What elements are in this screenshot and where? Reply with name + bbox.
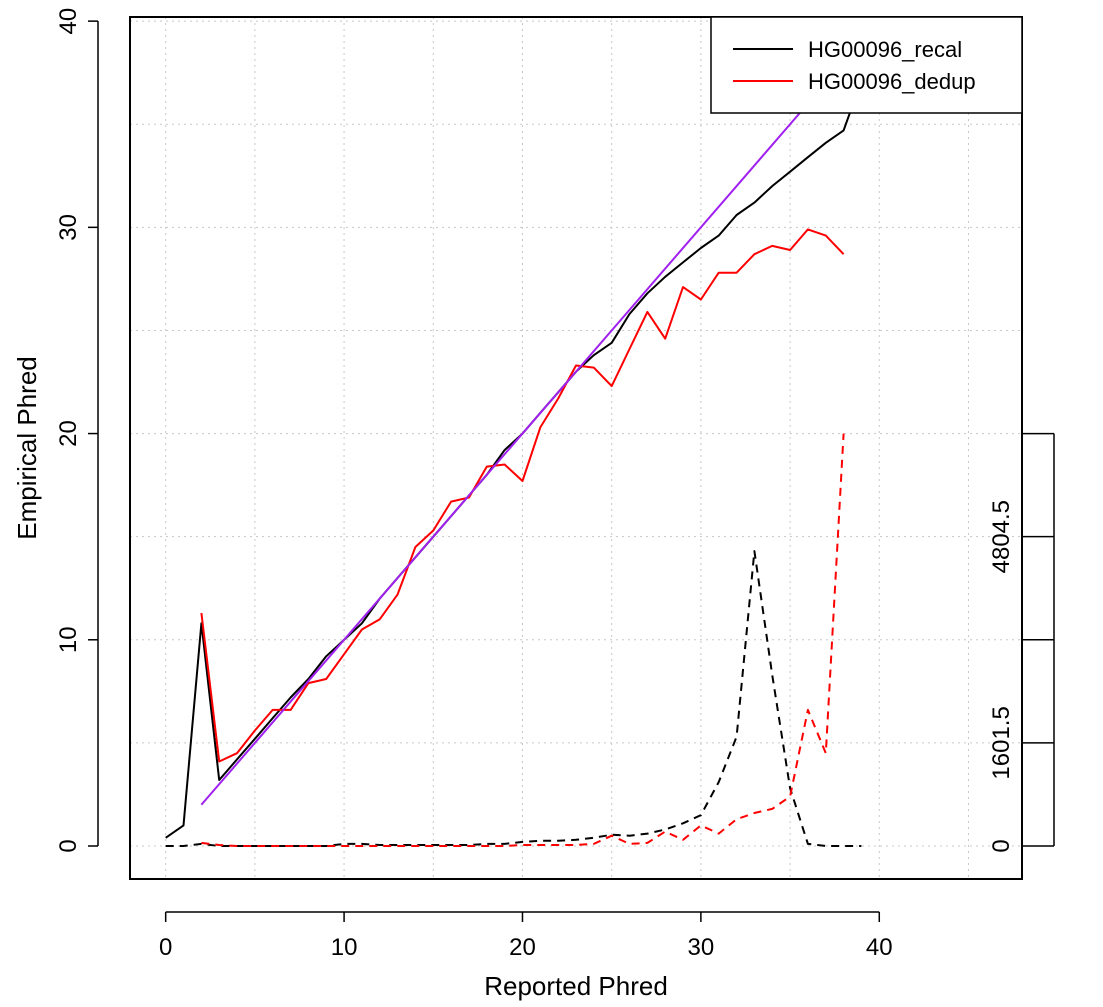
legend: HG00096_recal HG00096_dedup xyxy=(710,16,1023,114)
y-tick-label: 30 xyxy=(55,214,82,241)
dashed-line-2 xyxy=(165,550,862,847)
x-tick-label: 10 xyxy=(331,934,358,961)
axes: 0 10 20 30 40 0 10 20 30 40 0 1601.5 4804.5 xyxy=(55,8,1055,961)
right-axis-tick-label: 1601.5 xyxy=(988,706,1015,779)
plot-area-frame xyxy=(129,16,1023,880)
y-tick-label: 20 xyxy=(55,420,82,447)
dashed-line-3 xyxy=(201,433,845,847)
x-tick-label: 30 xyxy=(688,934,715,961)
x-tick-label: 0 xyxy=(159,934,172,961)
y-axis-label: Empirical Phred xyxy=(12,356,42,540)
grid xyxy=(130,17,1022,879)
y-tick-label: 40 xyxy=(55,8,82,35)
series-line-0 xyxy=(165,80,863,839)
x-tick-label: 20 xyxy=(509,934,536,961)
series-line-1 xyxy=(200,228,845,763)
right-axis-tick-label: 4804.5 xyxy=(988,500,1015,573)
reference-line xyxy=(200,61,845,806)
y-tick-label: 0 xyxy=(55,839,82,852)
y-tick-label: 10 xyxy=(55,626,82,653)
x-axis-label: Reported Phred xyxy=(484,971,668,1001)
right-axis-tick-label: 0 xyxy=(988,839,1015,852)
legend-box xyxy=(710,16,1023,114)
legend-label: HG00096_dedup xyxy=(808,69,976,94)
x-tick-label: 40 xyxy=(866,934,893,961)
legend-label: HG00096_recal xyxy=(808,37,962,62)
plot-lines xyxy=(165,61,863,847)
